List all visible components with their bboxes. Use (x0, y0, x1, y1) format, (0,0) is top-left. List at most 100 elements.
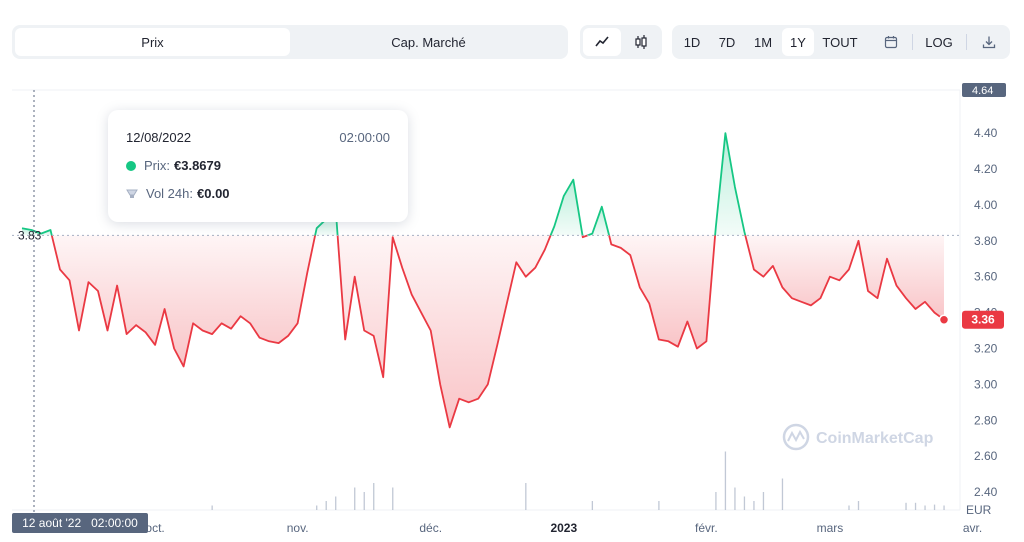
y-tick-label: 4.00 (974, 198, 998, 212)
divider (966, 34, 967, 50)
x-tick-label: déc. (419, 521, 442, 535)
top-value-label: 4.64 (972, 85, 993, 97)
y-tick-label: 2.60 (974, 449, 998, 463)
x-tick-label: 2023 (550, 521, 577, 535)
volume-bar (335, 496, 337, 510)
volume-bar (734, 487, 736, 510)
range-all[interactable]: TOUT (822, 34, 858, 50)
area-below-baseline (51, 235, 316, 367)
price-line-up (714, 132, 747, 236)
tooltip-volume-label: Vol 24h: (146, 186, 193, 201)
price-line-down (744, 235, 945, 321)
currency-label: EUR (966, 503, 992, 517)
volume-bar (762, 492, 765, 510)
tooltip-date: 12/08/2022 (126, 130, 192, 145)
y-tick-label: 3.80 (974, 234, 998, 248)
coinmarketcap-logo-icon (782, 423, 810, 451)
area-below-baseline (609, 235, 716, 349)
volume-bar (743, 496, 746, 510)
coinmarketcap-watermark: CoinMarketCap (782, 423, 934, 451)
y-tick-label: 4.40 (974, 126, 998, 140)
price-line-up (587, 205, 610, 237)
price-line-down (336, 235, 552, 429)
download-icon (982, 36, 996, 49)
metric-toggle: Prix Cap. Marché (12, 25, 568, 59)
range-1m[interactable]: 1M (753, 34, 773, 50)
line-chart-button[interactable] (583, 28, 621, 56)
watermark-text: CoinMarketCap (816, 430, 934, 447)
volume-bar (211, 505, 213, 510)
current-price-label: 3.36 (971, 313, 995, 327)
x-tick-label: oct. (145, 521, 164, 535)
volume-icon (126, 189, 138, 198)
volume-bar (781, 478, 784, 510)
volume-bar (905, 502, 907, 510)
volume-bar (753, 501, 755, 510)
x-tick-label: avr. (963, 521, 982, 535)
price-tooltip: 12/08/2022 02:00:00 Prix: €3.8679 Vol 24… (108, 110, 408, 222)
price-line-down (581, 234, 588, 239)
line-chart-icon (595, 36, 609, 47)
y-tick-label: 4.20 (974, 162, 998, 176)
area-above-baseline (715, 133, 746, 236)
calendar-button[interactable] (876, 28, 906, 56)
volume-bar (525, 483, 527, 510)
tooltip-price-value: €3.8679 (174, 158, 221, 173)
tab-price[interactable]: Prix (15, 28, 290, 56)
current-price-tag (962, 310, 1004, 329)
volume-bar (857, 501, 860, 510)
volume-bar (316, 505, 318, 510)
candlestick-button[interactable] (622, 28, 660, 56)
volume-bar (354, 487, 356, 510)
chart-type-toggle (580, 25, 662, 59)
y-tick-label: 2.40 (974, 485, 998, 499)
top-value-tag (962, 83, 1006, 97)
volume-bar (658, 501, 660, 510)
volume-bar (325, 501, 327, 510)
price-line-up (549, 178, 584, 236)
tooltip-price-row: Prix: €3.8679 (126, 158, 221, 173)
tooltip-price-label: Prix: (144, 158, 170, 173)
candlestick-icon (635, 35, 647, 49)
calendar-icon (884, 36, 898, 49)
download-button[interactable] (974, 28, 1004, 56)
price-line-down (50, 235, 316, 368)
divider (912, 34, 913, 50)
volume-bar (924, 505, 926, 510)
y-tick-label: 3.20 (974, 341, 998, 355)
log-scale-button[interactable]: LOG (925, 34, 953, 50)
volume-bar (363, 492, 365, 510)
crosshair-date-label: 12 août '22 02:00:00 (12, 513, 148, 533)
price-line-down (608, 235, 716, 350)
volume-bar (914, 502, 917, 510)
y-tick-label: 3.60 (974, 270, 998, 284)
tab-market-cap[interactable]: Cap. Marché (391, 34, 466, 50)
tooltip-volume-value: €0.00 (197, 186, 230, 201)
volume-bar (724, 451, 727, 510)
y-tick-label: 2.80 (974, 413, 998, 427)
reference-value-label: 3.83 (18, 228, 42, 242)
price-line-up (21, 227, 53, 236)
range-1y[interactable]: 1Y (782, 28, 814, 56)
area-above-baseline (587, 206, 610, 236)
tooltip-time: 02:00:00 (339, 130, 390, 145)
volume-bar (392, 487, 394, 510)
volume-bar (715, 492, 717, 510)
range-1d[interactable]: 1D (683, 34, 701, 50)
y-tick-label: 3.00 (974, 377, 998, 391)
volume-bar (848, 505, 850, 510)
volume-bar (591, 501, 594, 510)
area-above-baseline (550, 179, 583, 236)
x-tick-label: nov. (287, 521, 309, 535)
price-dot-icon (126, 160, 136, 171)
x-tick-label: févr. (695, 521, 718, 535)
x-tick-label: mars (817, 521, 844, 535)
area-below-baseline (337, 235, 551, 428)
volume-bar (373, 483, 375, 510)
volume-bar (933, 504, 936, 510)
range-toolbar: 1D 7D 1M 1Y TOUT LOG (672, 25, 1010, 59)
volume-bar (943, 505, 945, 510)
tooltip-volume-row: Vol 24h: €0.00 (126, 186, 230, 201)
range-7d[interactable]: 7D (718, 34, 736, 50)
